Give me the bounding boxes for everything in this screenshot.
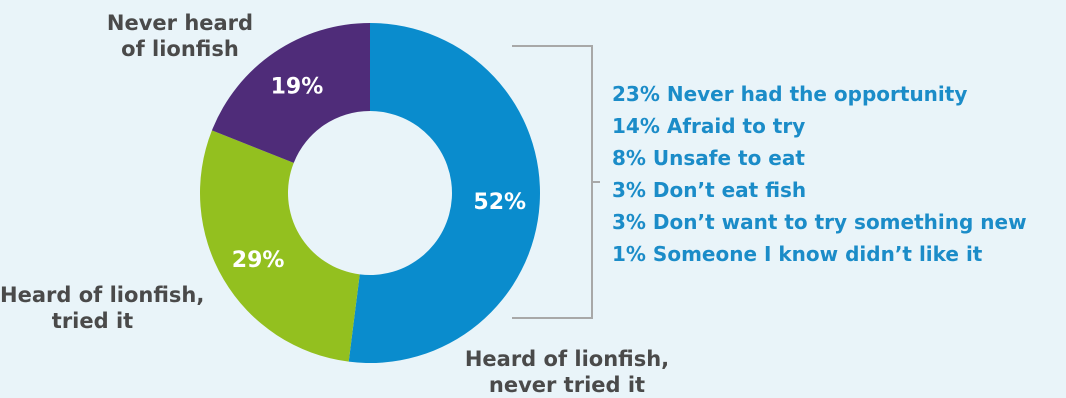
category-label-never-tried: Heard of lionfish, never tried it (462, 346, 672, 398)
donut-slice-never-heard (211, 23, 370, 163)
category-label-line: Heard of lionfish, (0, 283, 205, 307)
breakdown-list: 23% Never had the opportunity 14% Afraid… (612, 78, 1027, 270)
donut-slice-never-tried (348, 23, 540, 363)
donut-slice-tried (199, 130, 360, 362)
breakdown-item: 1% Someone I know didn’t like it (612, 242, 983, 266)
breakdown-item: 3% Don’t eat fish (612, 178, 807, 202)
category-label-line: of lionfish (121, 37, 239, 61)
slice-value-label: 19% (271, 74, 324, 99)
category-label-tried: Heard of lionfish, tried it (0, 282, 205, 334)
category-label-never-heard: Never heard of lionfish (95, 10, 265, 62)
category-label-line: Heard of lionfish, (464, 347, 670, 371)
category-label-line: Never heard (106, 11, 254, 35)
slice-value-label: 52% (473, 190, 526, 215)
breakdown-item: 8% Unsafe to eat (612, 146, 805, 170)
breakdown-bracket (512, 45, 600, 319)
breakdown-item: 14% Afraid to try (612, 114, 806, 138)
category-label-line: tried it (51, 309, 134, 333)
category-label-line: never tried it (488, 373, 646, 397)
breakdown-item: 23% Never had the opportunity (612, 82, 968, 106)
breakdown-item: 3% Don’t want to try something new (612, 210, 1027, 234)
slice-value-label: 29% (232, 248, 285, 273)
